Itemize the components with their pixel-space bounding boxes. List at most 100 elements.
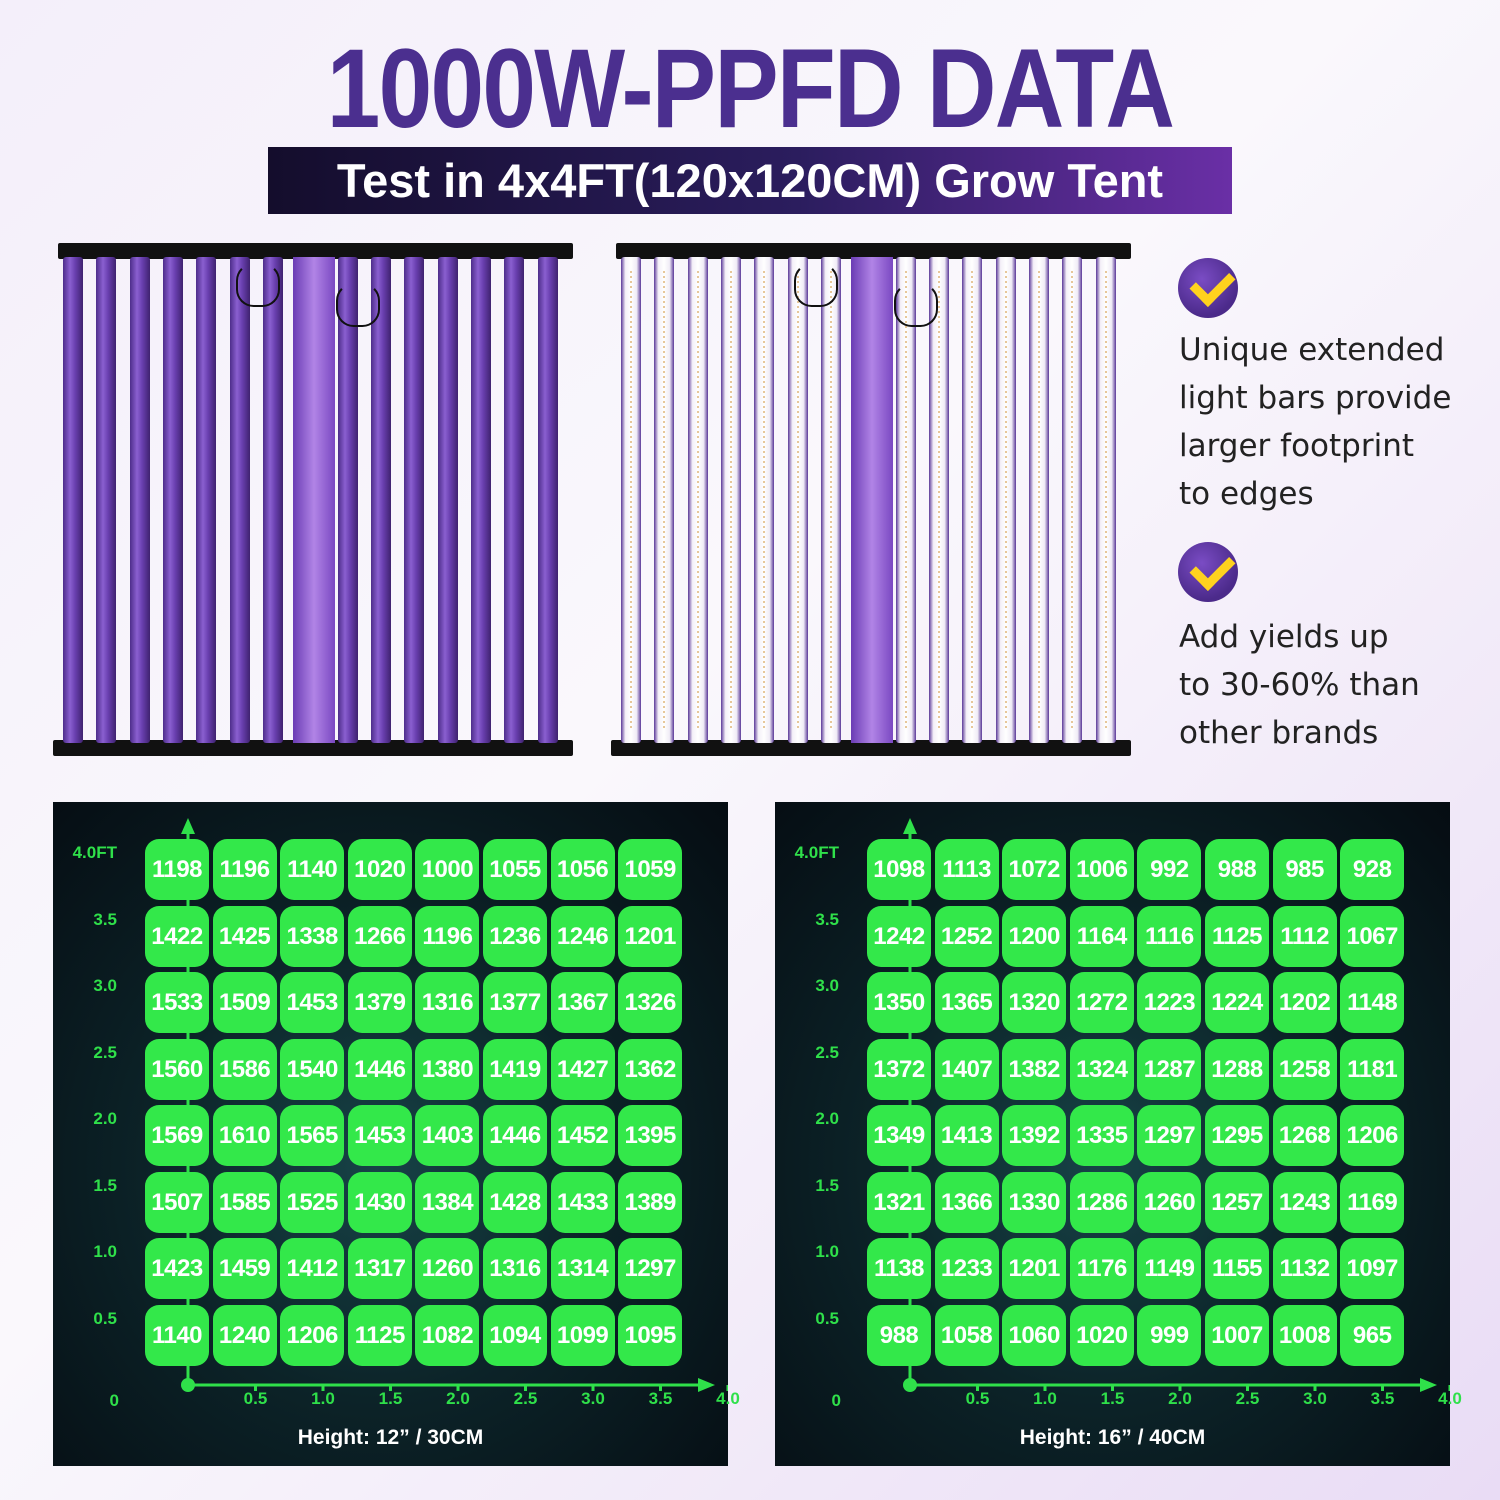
ppfd-cell: 928 xyxy=(1340,839,1405,900)
ppfd-cell: 1366 xyxy=(934,1171,999,1233)
y-tick-label: 3.0 xyxy=(815,976,839,995)
fixture-center-spine xyxy=(851,257,893,743)
fixture-top-rail xyxy=(616,243,1131,259)
ppfd-cell: 1202 xyxy=(1272,972,1337,1033)
ppfd-cell: 1540 xyxy=(280,1038,345,1100)
light-bar xyxy=(263,257,283,743)
light-bar xyxy=(621,257,641,743)
ppfd-cell: 1196 xyxy=(212,839,277,900)
y-tick-label: 3.5 xyxy=(815,909,839,929)
ppfd-cell: 1198 xyxy=(145,839,209,900)
x-tick-label: 3.5 xyxy=(648,1389,673,1408)
fixture-bottom-rail xyxy=(53,740,573,756)
ppfd-cell: 1099 xyxy=(550,1304,615,1366)
light-bar xyxy=(196,257,217,743)
ppfd-cell: 1112 xyxy=(1272,905,1337,967)
y-tick-label: 0 xyxy=(109,1391,119,1410)
ppfd-cell: 1419 xyxy=(483,1038,547,1100)
ppfd-cell: 1246 xyxy=(550,905,615,967)
ppfd-cell: 1201 xyxy=(618,905,683,967)
light-bar xyxy=(63,257,83,743)
ppfd-cell: 1350 xyxy=(867,972,931,1033)
light-bar xyxy=(787,257,808,743)
light-bar xyxy=(995,257,1016,743)
ppfd-cell: 1377 xyxy=(483,972,547,1033)
ppfd-cell: 1206 xyxy=(280,1304,345,1366)
x-tick-label: 1.5 xyxy=(378,1389,403,1408)
light-bar xyxy=(962,257,983,743)
ppfd-cell: 1132 xyxy=(1272,1238,1337,1299)
x-tick-label: 2.5 xyxy=(1235,1389,1260,1408)
y-tick-label: 4.0FT xyxy=(72,843,117,862)
ppfd-cell: 1569 xyxy=(145,1105,209,1166)
light-bar xyxy=(404,257,425,743)
ppfd-cell: 988 xyxy=(1205,839,1269,900)
ppfd-cell: 1181 xyxy=(1340,1038,1405,1100)
x-tick-label: 4.0 xyxy=(716,1389,740,1408)
y-tick-label: 2.0 xyxy=(815,1109,839,1128)
ppfd-cell: 1380 xyxy=(415,1038,480,1100)
ppfd-cell: 1425 xyxy=(212,905,277,967)
ppfd-cell: 1326 xyxy=(618,972,683,1033)
ppfd-cell: 965 xyxy=(1340,1304,1405,1366)
ppfd-cell: 1224 xyxy=(1205,972,1269,1033)
x-tick-label: 4.0 xyxy=(1438,1389,1462,1408)
ppfd-cell: 1525 xyxy=(280,1171,345,1233)
ppfd-cell: 992 xyxy=(1137,839,1202,900)
origin-dot xyxy=(181,1378,195,1392)
ppfd-cell: 1268 xyxy=(1272,1105,1337,1166)
y-tick-label: 2.5 xyxy=(93,1042,117,1062)
light-bar xyxy=(504,257,525,743)
ppfd-cell: 1252 xyxy=(934,905,999,967)
ppfd-cell: 1116 xyxy=(1137,905,1202,967)
ppfd-cell: 1095 xyxy=(618,1304,683,1366)
ppfd-cell: 1382 xyxy=(1002,1038,1067,1100)
y-axis-arrow xyxy=(903,818,917,834)
ppfd-cell: 1459 xyxy=(212,1238,277,1299)
ppfd-cell: 999 xyxy=(1137,1304,1202,1366)
ppfd-cell: 1260 xyxy=(1137,1171,1202,1233)
light-bar xyxy=(1095,257,1116,743)
ppfd-cell: 1006 xyxy=(1069,839,1134,900)
ppfd-cell: 1287 xyxy=(1137,1038,1202,1100)
ppfd-cell: 1008 xyxy=(1272,1304,1337,1366)
ppfd-cell: 1413 xyxy=(934,1105,999,1166)
light-bar xyxy=(163,257,183,743)
origin-dot xyxy=(903,1378,917,1392)
ppfd-cell: 1338 xyxy=(280,905,345,967)
y-axis-arrow xyxy=(181,818,195,834)
light-bar xyxy=(929,257,949,743)
x-tick-label: 1.0 xyxy=(1033,1389,1057,1408)
ppfd-cell: 1082 xyxy=(415,1304,480,1366)
light-bar xyxy=(229,257,250,743)
ppfd-cell: 1266 xyxy=(347,905,412,967)
ppfd-cell: 1509 xyxy=(212,972,277,1033)
ppfd-cell: 1288 xyxy=(1205,1038,1269,1100)
ppfd-cell: 1007 xyxy=(1205,1304,1269,1366)
ppfd-cell: 1242 xyxy=(867,905,931,967)
light-bar xyxy=(129,257,150,743)
ppfd-cell: 1586 xyxy=(212,1038,277,1100)
ppfd-cell: 1367 xyxy=(550,972,615,1033)
power-cable xyxy=(236,263,280,307)
ppfd-cell: 1113 xyxy=(934,839,999,900)
y-tick-label: 0.5 xyxy=(815,1308,839,1328)
ppfd-cell: 1176 xyxy=(1069,1238,1134,1299)
ppfd-cell: 1403 xyxy=(415,1105,480,1166)
ppfd-cell: 1020 xyxy=(1069,1304,1134,1366)
y-tick-label: 3.0 xyxy=(93,976,117,995)
y-tick-label: 0.5 xyxy=(93,1308,117,1328)
ppfd-cell: 1452 xyxy=(550,1105,615,1166)
ppfd-cell: 1316 xyxy=(415,972,480,1033)
ppfd-cell: 1200 xyxy=(1002,905,1067,967)
ppfd-cell: 1260 xyxy=(415,1238,480,1299)
ppfd-cell: 1240 xyxy=(212,1304,277,1366)
x-axis-arrow xyxy=(698,1378,715,1392)
ppfd-cell: 1258 xyxy=(1272,1038,1337,1100)
ppfd-grid-panel-16in: 4.0FT 3.5 3.0 2.5 2.0 1.5 1.0 0.5 0 0.5 1.0 1.5 2.0 2… xyxy=(775,802,1462,1466)
ppfd-cell: 1507 xyxy=(145,1171,209,1233)
ppfd-cell: 1422 xyxy=(145,905,209,967)
ppfd-cell: 1610 xyxy=(212,1105,277,1166)
ppfd-cell: 1257 xyxy=(1205,1171,1269,1233)
x-tick-label: 2.0 xyxy=(1168,1389,1192,1408)
